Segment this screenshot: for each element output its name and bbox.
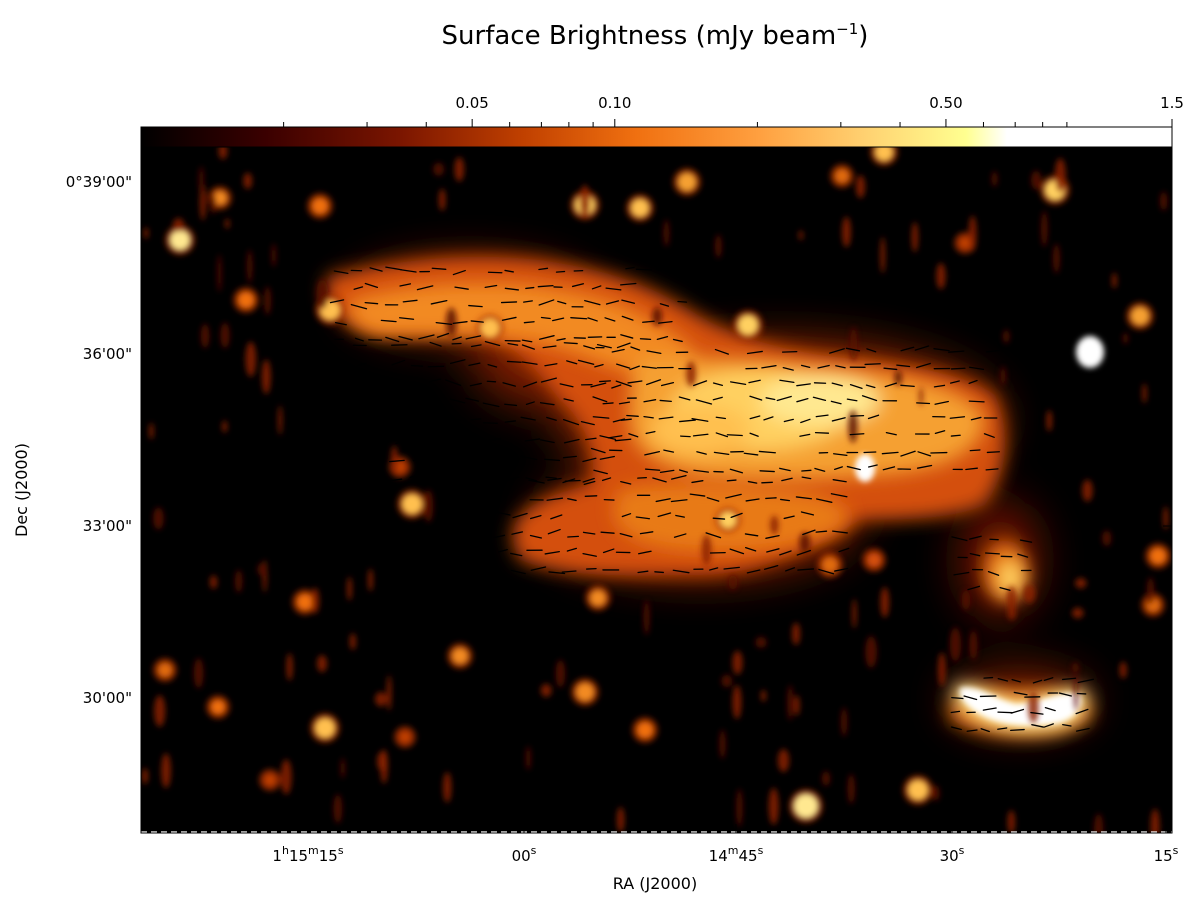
ra-tick-label: 1h15m15s bbox=[272, 844, 343, 865]
dec-tick-label: 36'00" bbox=[83, 345, 132, 363]
ra-tick-label: 30s bbox=[940, 844, 965, 865]
colorbar-title: Surface Brightness (mJy beam−1) bbox=[442, 20, 869, 51]
dec-tick-label: 30'00" bbox=[83, 689, 132, 707]
dec-tick-label: 0°39'00" bbox=[66, 173, 132, 191]
ra-tick-label: 15s bbox=[1154, 844, 1179, 865]
colorbar-tick-label: 0.50 bbox=[929, 94, 962, 112]
colorbar-tick-label: 0.05 bbox=[455, 94, 488, 112]
ra-tick-label: 00s bbox=[512, 844, 537, 865]
dec-tick-label: 33'00" bbox=[83, 517, 132, 535]
colorbar-tick-label: 0.10 bbox=[598, 94, 631, 112]
plot-frame bbox=[140, 146, 1173, 834]
ra-tick-labels: 1h15m15s 00s 14m45s 30s 15s bbox=[272, 844, 1178, 865]
x-axis-label: RA (J2000) bbox=[613, 874, 697, 893]
colorbar bbox=[140, 126, 1173, 148]
emission-map bbox=[141, 147, 1172, 833]
axis-ticks bbox=[141, 147, 1172, 833]
y-axis-label: Dec (J2000) bbox=[12, 443, 31, 537]
ra-tick-label: 14m45s bbox=[709, 844, 764, 865]
colorbar-tick-label: 1.5 bbox=[1160, 94, 1184, 112]
colorbar-ticks: 0.05 0.10 0.50 1.5 bbox=[283, 94, 1184, 127]
